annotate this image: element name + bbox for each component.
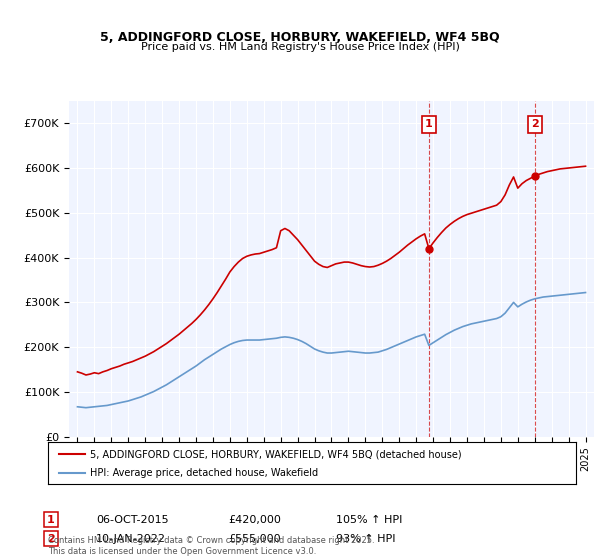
Text: Contains HM Land Registry data © Crown copyright and database right 2025.
This d: Contains HM Land Registry data © Crown c… — [48, 536, 374, 556]
Text: £555,000: £555,000 — [228, 534, 281, 544]
Text: HPI: Average price, detached house, Wakefield: HPI: Average price, detached house, Wake… — [90, 468, 319, 478]
Text: 105% ↑ HPI: 105% ↑ HPI — [336, 515, 403, 525]
Text: Price paid vs. HM Land Registry's House Price Index (HPI): Price paid vs. HM Land Registry's House … — [140, 42, 460, 52]
Text: 10-JAN-2022: 10-JAN-2022 — [96, 534, 166, 544]
Text: 06-OCT-2015: 06-OCT-2015 — [96, 515, 169, 525]
Text: 93% ↑ HPI: 93% ↑ HPI — [336, 534, 395, 544]
Text: 2: 2 — [532, 119, 539, 129]
Text: 5, ADDINGFORD CLOSE, HORBURY, WAKEFIELD, WF4 5BQ (detached house): 5, ADDINGFORD CLOSE, HORBURY, WAKEFIELD,… — [90, 449, 462, 459]
Text: 1: 1 — [425, 119, 433, 129]
Text: 1: 1 — [47, 515, 55, 525]
Text: 2: 2 — [47, 534, 55, 544]
Text: £420,000: £420,000 — [228, 515, 281, 525]
Text: 5, ADDINGFORD CLOSE, HORBURY, WAKEFIELD, WF4 5BQ: 5, ADDINGFORD CLOSE, HORBURY, WAKEFIELD,… — [100, 31, 500, 44]
